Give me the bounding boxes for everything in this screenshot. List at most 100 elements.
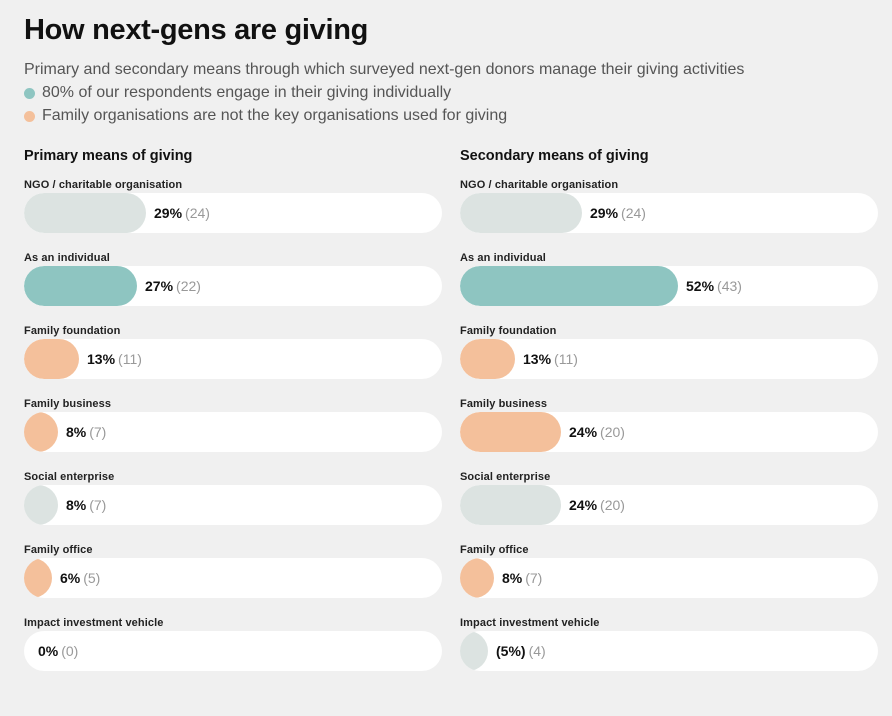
category-label: As an individual [24,252,110,264]
count-label: (20) [600,497,625,513]
bar-row: Family business 8% (7) [24,397,442,452]
secondary-chart-panel: Secondary means of giving NGO / charitab… [460,148,878,671]
category-label: Family foundation [460,325,557,337]
bar-track [460,339,878,379]
bar-row: Family foundation 13% (11) [24,324,442,379]
percent-label: 6% [60,570,81,586]
bar [460,339,515,379]
percent-label: 29% [590,205,619,221]
value-label: 29% (24) [154,193,210,233]
primary-chart-panel: Primary means of giving NGO / charitable… [24,148,442,671]
count-label: (4) [528,643,546,659]
bar-row: Social enterprise 8% (7) [24,470,442,525]
count-label: (7) [89,497,107,513]
count-label: (43) [717,278,742,294]
percent-label: 24% [569,424,598,440]
bar-row: Social enterprise 24% (20) [460,470,878,525]
bar [24,193,146,233]
category-label: Social enterprise [460,471,551,483]
category-label: Family office [24,544,93,556]
category-label: Impact investment vehicle [24,617,164,629]
bar-track [460,412,878,452]
category-label: Family business [24,398,112,410]
percent-label: 27% [145,278,174,294]
chart-title: How next-gens are giving [24,14,369,46]
bar [460,266,678,306]
bar-track [24,631,442,671]
bar-row: Impact investment vehicle (5%) (4) [460,616,878,671]
category-label: NGO / charitable organisation [460,179,619,191]
value-label: 13% (11) [87,339,142,379]
percent-label: 13% [523,351,552,367]
bar-track [24,485,442,525]
value-label: 6% (5) [60,558,100,598]
bar [460,412,561,452]
bar-track [460,193,878,233]
teal-dot-icon [24,87,35,99]
bar-track [460,558,878,598]
bar-track [460,631,878,671]
percent-label: 29% [154,205,183,221]
count-label: (11) [554,351,578,367]
category-label: Impact investment vehicle [460,617,600,629]
bar-track [24,339,442,379]
bar [24,266,137,306]
bar [24,485,58,525]
bar [24,558,52,598]
bar [460,485,561,525]
value-label: 27% (22) [145,266,201,306]
note-text: 80% of our respondents engage in their g… [42,84,452,101]
value-label: 8% (7) [66,412,106,452]
note-text: Family organisations are not the key org… [42,107,508,124]
bar-track [24,266,442,306]
bar-track [460,485,878,525]
category-label: Family business [460,398,548,410]
value-label: 24% (20) [569,412,625,452]
panel-title: Secondary means of giving [460,148,649,164]
bar [460,193,582,233]
bar-row: Family foundation 13% (11) [460,324,878,379]
value-label: 29% (24) [590,193,646,233]
bar-row: Family office 6% (5) [24,543,442,598]
panel-title: Primary means of giving [24,148,193,164]
bar-row: Family business 24% (20) [460,397,878,452]
bar-row: As an individual 27% (22) [24,251,442,306]
bar [24,412,58,452]
bar [460,631,488,671]
count-label: (7) [525,570,543,586]
note-individual: 80% of our respondents engage in their g… [24,84,451,102]
category-label: Family office [460,544,529,556]
percent-label: 52% [686,278,715,294]
count-label: (0) [61,643,79,659]
count-label: (24) [621,205,646,221]
peach-dot-icon [24,110,35,122]
count-label: (7) [89,424,107,440]
value-label: 0% (0) [38,631,78,671]
category-label: Family foundation [24,325,121,337]
bar-row: Family office 8% (7) [460,543,878,598]
bar-track [24,193,442,233]
category-label: As an individual [460,252,546,264]
percent-label: 13% [87,351,116,367]
bar-row: Impact investment vehicle 0% (0) [24,616,442,671]
bar-row: NGO / charitable organisation 29% (24) [460,178,878,233]
category-label: Social enterprise [24,471,115,483]
bar-track [460,266,878,306]
value-label: 8% (7) [502,558,542,598]
percent-label: 8% [66,424,87,440]
percent-label: 8% [502,570,523,586]
percent-label: 24% [569,497,598,513]
value-label: 8% (7) [66,485,106,525]
bar-row: NGO / charitable organisation 29% (24) [24,178,442,233]
count-label: (11) [118,351,142,367]
value-label: 52% (43) [686,266,742,306]
count-label: (24) [185,205,210,221]
bar [24,339,79,379]
percent-label: 0% [38,643,59,659]
percent-label: (5%) [496,643,526,659]
bar-row: As an individual 52% (43) [460,251,878,306]
percent-label: 8% [66,497,87,513]
note-family: Family organisations are not the key org… [24,107,507,125]
chart-subtitle: Primary and secondary means through whic… [24,61,745,78]
value-label: 13% (11) [523,339,578,379]
